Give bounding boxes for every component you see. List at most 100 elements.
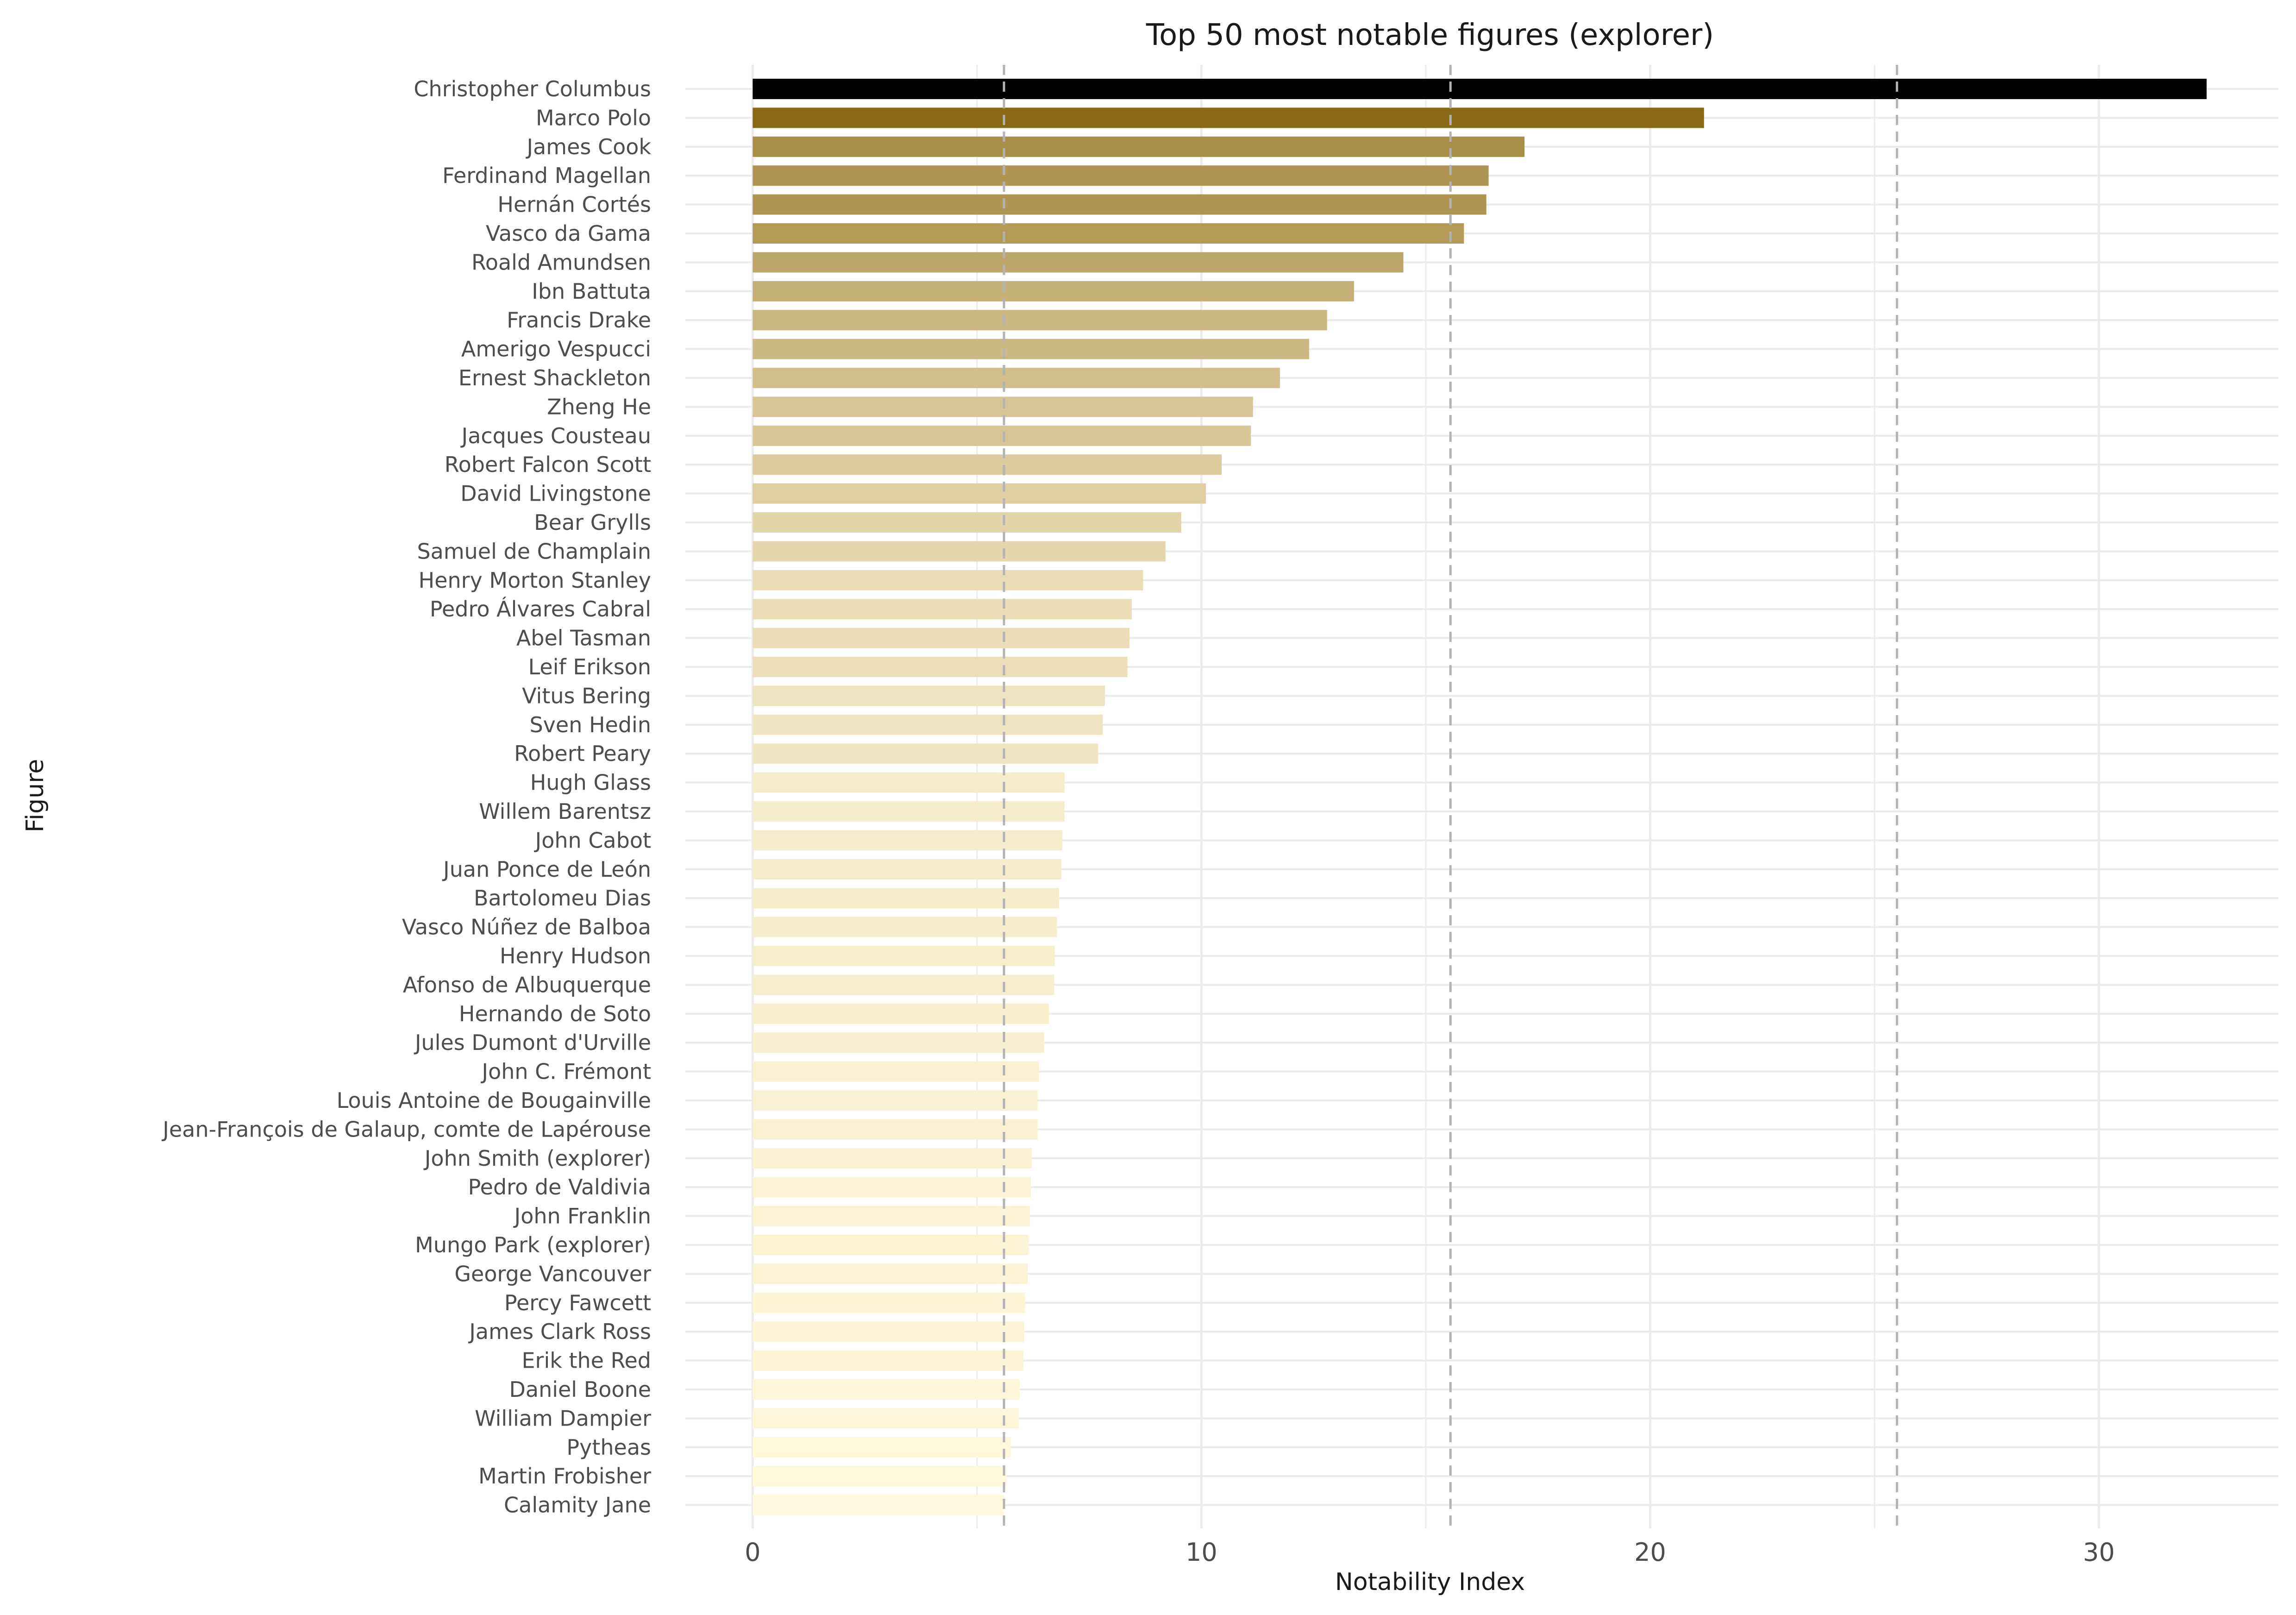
bar (753, 570, 1143, 591)
bar (753, 1003, 1049, 1024)
bar (753, 1177, 1031, 1198)
bar (753, 946, 1055, 966)
bar (753, 1263, 1028, 1284)
x-tick-label: 10 (1186, 1538, 1217, 1567)
bar (753, 1379, 1020, 1400)
category-label: Hernando de Soto (459, 1001, 651, 1026)
x-axis-label: Notability Index (1335, 1568, 1525, 1596)
bar (753, 483, 1206, 504)
category-label: Erik the Red (521, 1348, 651, 1373)
bar (753, 1061, 1039, 1082)
bar (753, 1206, 1030, 1226)
bar (753, 772, 1065, 793)
category-label: Francis Drake (507, 308, 651, 333)
category-label: Mungo Park (explorer) (415, 1232, 651, 1257)
category-labels: Christopher Columbus Marco Polo James Cook… (161, 76, 651, 1518)
bar (753, 136, 1525, 157)
category-label: Percy Fawcett (504, 1290, 651, 1315)
bar (753, 801, 1065, 822)
bar (753, 1350, 1023, 1371)
bar (753, 1321, 1024, 1342)
category-label: John Franklin (513, 1204, 651, 1229)
category-label: Ernest Shackleton (458, 365, 651, 390)
category-label: Calamity Jane (504, 1493, 651, 1518)
category-label: Louis Antoine de Bougainville (337, 1088, 651, 1113)
category-label: Robert Falcon Scott (445, 452, 651, 477)
bar (753, 628, 1130, 648)
x-tick-labels: 0 10 20 30 (745, 1538, 2115, 1567)
bar (753, 339, 1309, 359)
category-label: James Clark Ross (468, 1319, 651, 1344)
category-label: Abel Tasman (516, 626, 651, 651)
x-tick-label: 30 (2083, 1538, 2115, 1567)
category-label: Jacques Cousteau (460, 423, 651, 448)
category-label: Pedro Álvares Cabral (430, 597, 651, 622)
bar (753, 1119, 1038, 1140)
category-label: Bartolomeu Dias (474, 886, 651, 911)
bar (753, 1090, 1038, 1111)
category-label: Pytheas (566, 1435, 651, 1460)
bar (753, 657, 1128, 677)
x-tick-label: 0 (745, 1538, 760, 1567)
category-label: Amerigo Vespucci (461, 337, 651, 362)
chart-title: Top 50 most notable figures (explorer) (1146, 18, 1714, 52)
bar (753, 425, 1251, 446)
bar (753, 281, 1354, 302)
category-label: Samuel de Champlain (417, 539, 651, 564)
bar (753, 743, 1098, 764)
category-label: Afonso de Albuquerque (403, 972, 651, 997)
category-label: Hugh Glass (530, 770, 651, 795)
category-label: Leif Erikson (528, 654, 651, 679)
category-label: Vitus Bering (522, 683, 651, 708)
category-label: Ibn Battuta (532, 279, 651, 304)
bar (753, 1495, 1004, 1515)
bar (753, 1148, 1032, 1169)
category-label: Willem Barentsz (479, 799, 651, 824)
bars (753, 79, 2207, 1515)
bar (753, 830, 1062, 851)
bar (753, 1437, 1011, 1458)
category-label: Juan Ponce de León (442, 857, 651, 882)
bar (753, 223, 1464, 244)
category-label: Martin Frobisher (478, 1464, 651, 1489)
bar (753, 512, 1181, 533)
bar (753, 1408, 1019, 1429)
bar (753, 1292, 1025, 1313)
bar (753, 714, 1103, 735)
bar (753, 107, 1704, 128)
category-label: Vasco Núñez de Balboa (402, 915, 651, 940)
bar (753, 454, 1222, 475)
category-label: Henry Morton Stanley (419, 568, 651, 593)
bar (753, 685, 1105, 706)
category-label: Roald Amundsen (471, 250, 651, 275)
category-label: William Dampier (475, 1406, 651, 1431)
bar (753, 1466, 1006, 1487)
bar (753, 1235, 1029, 1255)
category-label: Vasco da Gama (486, 221, 651, 246)
y-axis-label: Figure (21, 759, 49, 833)
bar (753, 252, 1404, 273)
category-label: Ferdinand Magellan (442, 163, 651, 188)
category-label: John Smith (explorer) (423, 1146, 651, 1171)
category-label: Zheng He (547, 394, 651, 419)
category-label: John C. Frémont (481, 1059, 651, 1084)
category-label: George Vancouver (454, 1261, 651, 1286)
bar (753, 310, 1327, 331)
bar (753, 599, 1132, 620)
category-label: David Livingstone (460, 481, 651, 506)
category-label: Pedro de Valdivia (468, 1175, 651, 1200)
category-label: Marco Polo (536, 105, 651, 130)
bar (753, 368, 1280, 388)
category-label: Jules Dumont d'Urville (414, 1030, 651, 1055)
bar (753, 859, 1062, 880)
category-label: James Cook (526, 134, 652, 159)
bar (753, 974, 1054, 995)
category-label: Bear Grylls (534, 510, 651, 535)
category-label: Hernán Cortés (497, 192, 651, 217)
category-label: Jean-François de Galaup, comte de Lapéro… (161, 1117, 651, 1142)
bar (753, 541, 1166, 562)
category-label: Henry Hudson (500, 943, 651, 968)
category-label: Sven Hedin (529, 712, 651, 737)
x-tick-label: 20 (1634, 1538, 1666, 1567)
